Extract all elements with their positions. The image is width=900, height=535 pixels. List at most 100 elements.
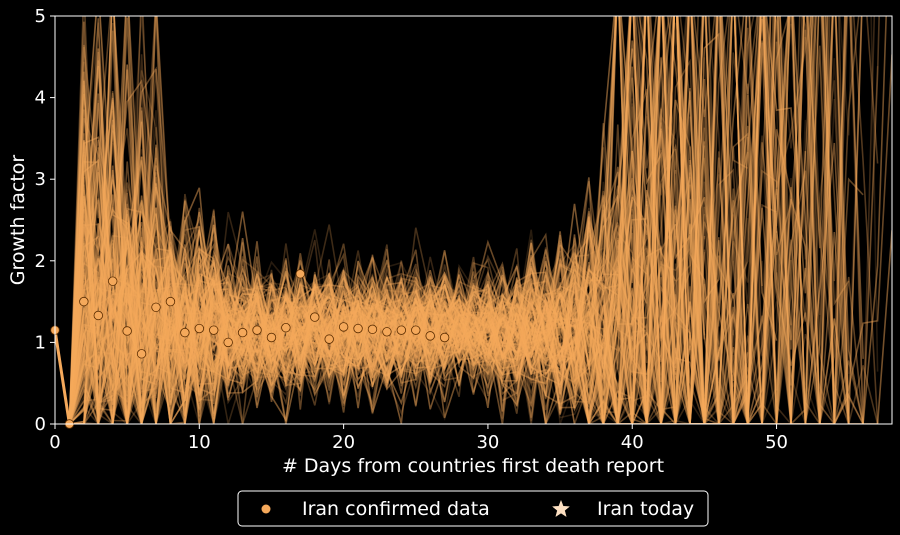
x-tick-label: 40 bbox=[621, 432, 644, 453]
simulation-trace bbox=[55, 16, 863, 424]
simulation-trace bbox=[55, 16, 834, 424]
y-axis-ticks: 0 1 2 3 4 5 bbox=[35, 6, 55, 435]
iran-data-point bbox=[223, 337, 233, 348]
x-tick-label: 0 bbox=[49, 432, 60, 453]
simulation-trace bbox=[55, 148, 735, 424]
simulation-trace bbox=[55, 16, 719, 424]
simulation-trace bbox=[55, 16, 864, 424]
simulation-trace bbox=[55, 16, 834, 424]
simulation-trace bbox=[55, 16, 778, 424]
simulation-trace bbox=[55, 16, 691, 424]
simulation-trace bbox=[55, 116, 820, 424]
simulation-trace bbox=[55, 16, 561, 424]
simulation-trace bbox=[55, 16, 849, 424]
simulation-trace bbox=[55, 110, 864, 424]
simulation-trace bbox=[55, 71, 605, 424]
simulation-trace bbox=[55, 57, 763, 424]
simulation-trace bbox=[55, 16, 846, 424]
iran-data-point bbox=[281, 323, 291, 333]
simulation-trace bbox=[55, 200, 561, 424]
iran-data-point bbox=[396, 325, 407, 335]
simulation-trace bbox=[55, 16, 720, 424]
y-tick-label: 2 bbox=[35, 251, 46, 272]
simulation-trace bbox=[55, 16, 734, 424]
simulation-trace bbox=[55, 16, 792, 424]
simulation-trace bbox=[55, 16, 778, 424]
simulation-trace bbox=[55, 150, 662, 424]
simulation-trace bbox=[55, 213, 633, 424]
iran-data-point bbox=[411, 325, 421, 335]
simulation-trace bbox=[55, 243, 590, 424]
simulation-trace bbox=[55, 16, 749, 424]
simulation-trace bbox=[55, 16, 864, 424]
simulation-trace bbox=[55, 16, 677, 424]
simulation-trace bbox=[55, 16, 791, 424]
simulation-trace bbox=[55, 80, 605, 424]
plot-frame bbox=[54, 15, 893, 425]
iran-data-point bbox=[382, 327, 392, 337]
simulation-trace bbox=[55, 16, 706, 424]
simulation-trace bbox=[55, 16, 835, 424]
iran-data-point bbox=[122, 326, 132, 336]
simulation-trace bbox=[55, 165, 706, 424]
simulation-trace bbox=[55, 156, 648, 424]
y-axis-label: Growth factor bbox=[7, 155, 29, 286]
simulation-trace bbox=[55, 16, 835, 424]
simulation-trace bbox=[55, 16, 763, 424]
simulation-trace bbox=[55, 16, 850, 424]
iran-data-line bbox=[55, 329, 71, 424]
iran-data-point bbox=[194, 323, 205, 334]
simulation-trace bbox=[55, 103, 633, 424]
simulation-trace bbox=[55, 16, 576, 424]
simulation-trace bbox=[55, 16, 777, 424]
iran-data-points bbox=[50, 269, 450, 429]
simulation-trace bbox=[55, 16, 878, 424]
simulation-trace bbox=[55, 16, 691, 424]
simulation-trace bbox=[55, 16, 805, 424]
simulation-trace bbox=[55, 216, 590, 424]
legend-label-iran-today: Iran today bbox=[597, 498, 694, 520]
simulation-trace bbox=[55, 16, 879, 424]
simulation-trace bbox=[55, 16, 706, 424]
legend-label-iran-confirmed: Iran confirmed data bbox=[302, 498, 490, 520]
iran-data-point bbox=[151, 302, 161, 313]
simulation-trace bbox=[55, 160, 576, 424]
simulation-trace bbox=[55, 119, 590, 424]
simulation-trace bbox=[55, 22, 590, 424]
simulation-trace bbox=[55, 16, 848, 424]
simulation-trace bbox=[55, 16, 879, 424]
iran-data-point bbox=[165, 296, 176, 307]
simulation-trace bbox=[55, 16, 879, 424]
iran-data-point bbox=[295, 269, 306, 279]
iran-data-point bbox=[310, 312, 320, 322]
simulation-trace bbox=[55, 16, 860, 424]
simulation-trace bbox=[55, 16, 850, 424]
simulation-trace bbox=[55, 16, 850, 424]
simulation-trace bbox=[55, 239, 676, 424]
simulation-trace bbox=[55, 61, 778, 424]
simulation-trace bbox=[55, 16, 791, 424]
simulation-trace bbox=[55, 16, 846, 424]
iran-data-point bbox=[425, 331, 435, 341]
iran-data-point bbox=[209, 325, 219, 335]
iran-data-point bbox=[180, 327, 190, 338]
simulation-trace bbox=[55, 207, 590, 424]
simulation-trace bbox=[55, 173, 576, 424]
legend-marker-iran-today bbox=[551, 499, 571, 518]
iran-data-point bbox=[353, 323, 363, 334]
simulation-trace bbox=[55, 258, 590, 424]
simulation-trace bbox=[55, 54, 561, 424]
simulation-trace bbox=[55, 16, 658, 424]
simulation-trace bbox=[55, 16, 777, 424]
simulation-trace bbox=[55, 16, 706, 424]
simulation-trace bbox=[55, 16, 892, 424]
simulation-trace bbox=[55, 78, 561, 424]
simulation-trace bbox=[55, 16, 792, 424]
simulation-trace bbox=[55, 16, 864, 424]
simulation-trace bbox=[55, 16, 850, 424]
y-tick-label: 4 bbox=[35, 88, 46, 109]
simulation-trace bbox=[55, 241, 633, 424]
simulation-trace bbox=[55, 259, 676, 424]
x-tick-label: 50 bbox=[765, 432, 788, 453]
y-tick-label: 3 bbox=[35, 169, 46, 190]
